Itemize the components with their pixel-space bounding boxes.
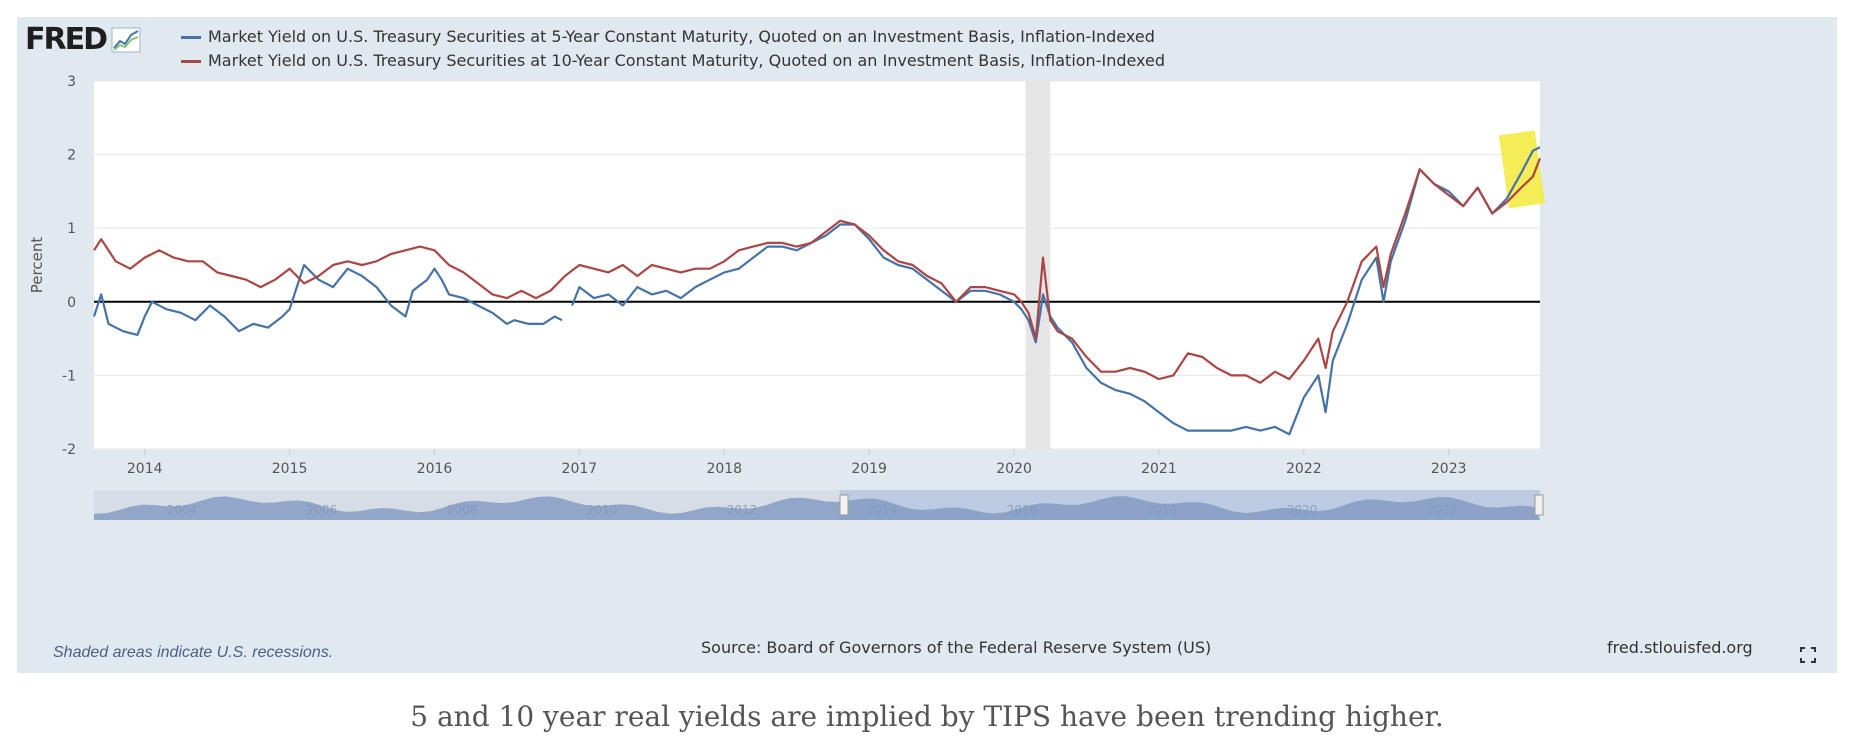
y-tick-label: -1 <box>62 368 76 384</box>
series-line-5-year <box>92 263 563 336</box>
x-tick-label: 2016 <box>417 461 453 477</box>
legend-label-10-year: Market Yield on U.S. Treasury Securities… <box>208 51 1166 70</box>
legend-swatch-10-year <box>181 59 201 63</box>
line-chart[interactable]: -2 -1 0 1 2 3 2014 2015 2016 2017 2018 2019 2020 2021… <box>17 17 1837 673</box>
site-link[interactable]: fred.stlouisfed.org <box>1607 638 1753 657</box>
x-tick-label: 2018 <box>706 461 742 477</box>
fred-logo-text: FRED <box>25 22 108 57</box>
navigator-handle[interactable] <box>1534 494 1544 516</box>
x-tick-label: 2014 <box>127 461 163 477</box>
legend-item-5-year[interactable]: Market Yield on U.S. Treasury Securities… <box>181 25 1165 49</box>
plot-area <box>94 81 1540 449</box>
navigator-area <box>94 496 1540 520</box>
recession-note: Shaded areas indicate U.S. recessions. <box>53 644 334 661</box>
recession-band <box>1025 81 1051 449</box>
navigator-handle[interactable] <box>839 494 849 516</box>
fullscreen-icon[interactable] <box>1800 647 1816 663</box>
chart-panel: FRED Market Yield on U.S. Treasury Secur… <box>17 17 1837 673</box>
x-tick-label: 2022 <box>1286 461 1322 477</box>
y-axis-label: Percent <box>28 237 46 294</box>
legend-swatch-5-year <box>181 35 201 39</box>
x-tick-label: 2021 <box>1141 461 1177 477</box>
x-tick-label: 2019 <box>851 461 887 477</box>
legend-item-10-year[interactable]: Market Yield on U.S. Treasury Securities… <box>181 49 1165 73</box>
y-tick-label: 3 <box>67 74 76 90</box>
x-tick-label: 2017 <box>562 461 598 477</box>
x-tick-label: 2020 <box>996 461 1032 477</box>
y-tick-label: 1 <box>67 221 76 237</box>
chart-legend: Market Yield on U.S. Treasury Securities… <box>181 25 1165 73</box>
figure-caption: 5 and 10 year real yields are implied by… <box>410 700 1444 733</box>
y-tick-label: 2 <box>67 148 76 164</box>
series-line-10-year <box>93 157 1542 384</box>
y-tick-label: -2 <box>62 442 76 458</box>
range-navigator[interactable]: 2004200620082010201220142016201820202022 <box>94 490 1544 520</box>
fred-graph-icon <box>111 27 141 52</box>
fred-logo[interactable]: FRED <box>25 22 141 57</box>
x-tick-label: 2023 <box>1431 461 1467 477</box>
x-tick-label: 2015 <box>272 461 308 477</box>
y-tick-label: 0 <box>67 295 76 311</box>
series-line-5-year <box>571 146 1541 436</box>
legend-label-5-year: Market Yield on U.S. Treasury Securities… <box>208 27 1155 46</box>
source-text: Source: Board of Governors of the Federa… <box>701 638 1212 657</box>
